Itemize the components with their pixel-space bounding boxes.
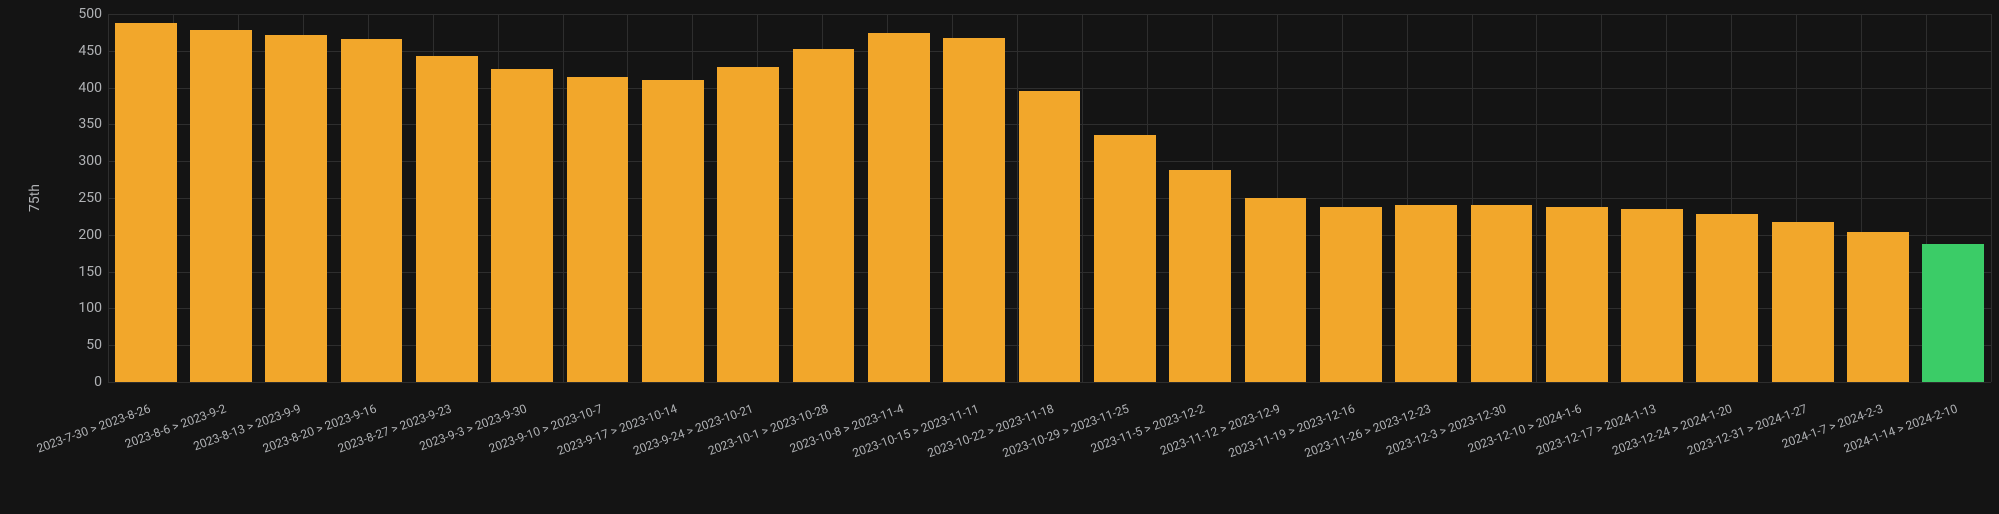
x-tick-label: 2023-10-29 > 2023-11-25 bbox=[1001, 401, 1131, 460]
bar[interactable] bbox=[642, 80, 704, 382]
bar[interactable] bbox=[1320, 207, 1382, 382]
y-tick-label: 0 bbox=[54, 374, 102, 390]
bar[interactable] bbox=[265, 35, 327, 382]
y-tick-label: 450 bbox=[54, 43, 102, 59]
x-tick-label: 2023-10-15 > 2023-11-11 bbox=[850, 401, 980, 460]
y-tick-label: 250 bbox=[54, 190, 102, 206]
bars-layer bbox=[108, 14, 1991, 382]
bar[interactable] bbox=[717, 67, 779, 382]
gridline-v bbox=[1991, 14, 1992, 382]
y-tick-label: 400 bbox=[54, 80, 102, 96]
bar[interactable] bbox=[1772, 222, 1834, 382]
bar[interactable] bbox=[1395, 205, 1457, 382]
x-tick-label: 2023-10-22 > 2023-11-18 bbox=[926, 401, 1056, 460]
bar[interactable] bbox=[1094, 135, 1156, 382]
bar[interactable] bbox=[341, 39, 403, 382]
y-tick-label: 150 bbox=[54, 264, 102, 280]
gridline-h bbox=[108, 382, 1991, 383]
bar[interactable] bbox=[1621, 209, 1683, 382]
bar[interactable] bbox=[1847, 232, 1909, 382]
bar[interactable] bbox=[567, 77, 629, 382]
bar[interactable] bbox=[1245, 198, 1307, 382]
y-tick-label: 50 bbox=[54, 337, 102, 353]
y-tick-label: 300 bbox=[54, 153, 102, 169]
x-tick-label: 2023-11-26 > 2023-12-23 bbox=[1302, 401, 1432, 460]
bar[interactable] bbox=[943, 38, 1005, 382]
y-tick-label: 350 bbox=[54, 116, 102, 132]
bar[interactable] bbox=[1696, 214, 1758, 382]
bar[interactable] bbox=[190, 30, 252, 382]
bar[interactable] bbox=[416, 56, 478, 382]
y-axis-title: 75th bbox=[27, 184, 43, 212]
bar[interactable] bbox=[115, 23, 177, 382]
bar[interactable] bbox=[793, 49, 855, 382]
y-tick-label: 100 bbox=[54, 300, 102, 316]
x-tick-label: 2023-11-19 > 2023-12-16 bbox=[1227, 401, 1357, 460]
plot-area bbox=[108, 14, 1991, 382]
y-tick-label: 500 bbox=[54, 6, 102, 22]
bar[interactable] bbox=[491, 69, 553, 382]
bar[interactable] bbox=[1922, 244, 1984, 382]
bar[interactable] bbox=[1169, 170, 1231, 382]
bar[interactable] bbox=[1471, 205, 1533, 382]
bar[interactable] bbox=[1546, 207, 1608, 382]
y-tick-label: 200 bbox=[54, 227, 102, 243]
bar[interactable] bbox=[1019, 91, 1081, 382]
bar-chart-panel: 75th 0 50 100 150 200 250 300 350 400 450 500 2023… bbox=[0, 0, 1999, 514]
bar[interactable] bbox=[868, 33, 930, 382]
